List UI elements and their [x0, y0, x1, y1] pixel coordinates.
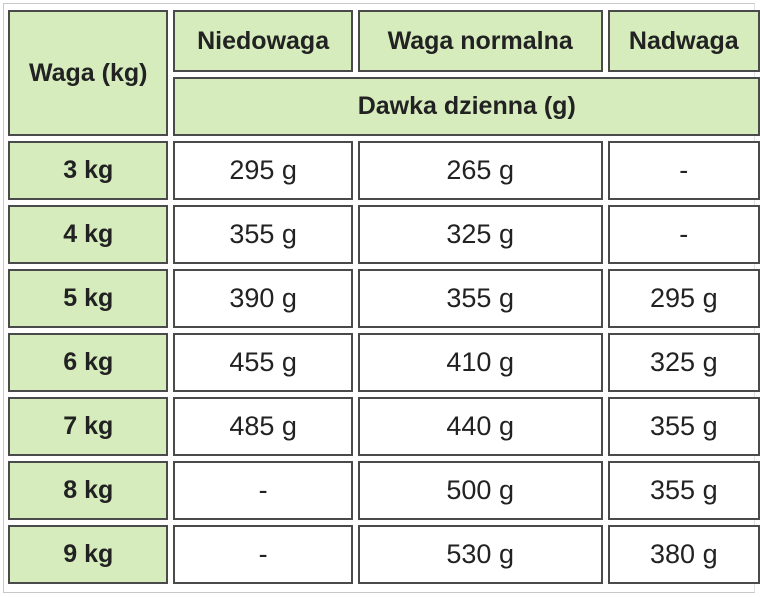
dose-cell: 355 g [173, 205, 353, 264]
dose-cell: 325 g [357, 205, 603, 264]
dose-cell: 355 g [607, 461, 760, 520]
dose-cell: 390 g [173, 269, 353, 328]
dose-cell: - [173, 461, 353, 520]
header-overweight: Nadwaga [607, 10, 760, 72]
table-row: 5 kg 390 g 355 g 295 g [8, 269, 760, 328]
dose-cell: - [607, 205, 760, 264]
feeding-table: Waga (kg) Niedowaga Waga normalna Nadwag… [3, 5, 760, 589]
table-row: 8 kg -500 g 355 g [8, 461, 760, 520]
dose-cell: 325 g [607, 333, 760, 392]
dose-cell: 455 g [173, 333, 353, 392]
row-weight: 6 kg [8, 333, 169, 392]
table-row: 3 kg 295 g 265 g- [8, 141, 760, 200]
row-weight: 7 kg [8, 397, 169, 456]
row-weight: 5 kg [8, 269, 169, 328]
row-weight: 8 kg [8, 461, 169, 520]
header-normal-weight: Waga normalna [357, 10, 603, 72]
row-weight: 4 kg [8, 205, 169, 264]
table-row: 6 kg 455 g 410 g 325 g [8, 333, 760, 392]
header-weight: Waga (kg) [8, 10, 169, 136]
header-daily-dose: Dawka dzienna (g) [173, 77, 760, 136]
dose-cell: 440 g [357, 397, 603, 456]
row-weight: 9 kg [8, 525, 169, 584]
dose-cell: 485 g [173, 397, 353, 456]
table-row: 4 kg 355 g 325 g- [8, 205, 760, 264]
dose-cell: 355 g [607, 397, 760, 456]
table-row: 9 kg -530 g 380 g [8, 525, 760, 584]
dose-cell: 295 g [607, 269, 760, 328]
row-weight: 3 kg [8, 141, 169, 200]
dose-cell: - [173, 525, 353, 584]
table-row: 7 kg 485 g 440 g 355 g [8, 397, 760, 456]
header-underweight: Niedowaga [173, 10, 353, 72]
dose-cell: 355 g [357, 269, 603, 328]
dose-cell: 500 g [357, 461, 603, 520]
dose-cell: 410 g [357, 333, 603, 392]
dose-cell: 530 g [357, 525, 603, 584]
dose-cell: 265 g [357, 141, 603, 200]
dose-cell: 295 g [173, 141, 353, 200]
dose-cell: 380 g [607, 525, 760, 584]
dose-cell: - [607, 141, 760, 200]
